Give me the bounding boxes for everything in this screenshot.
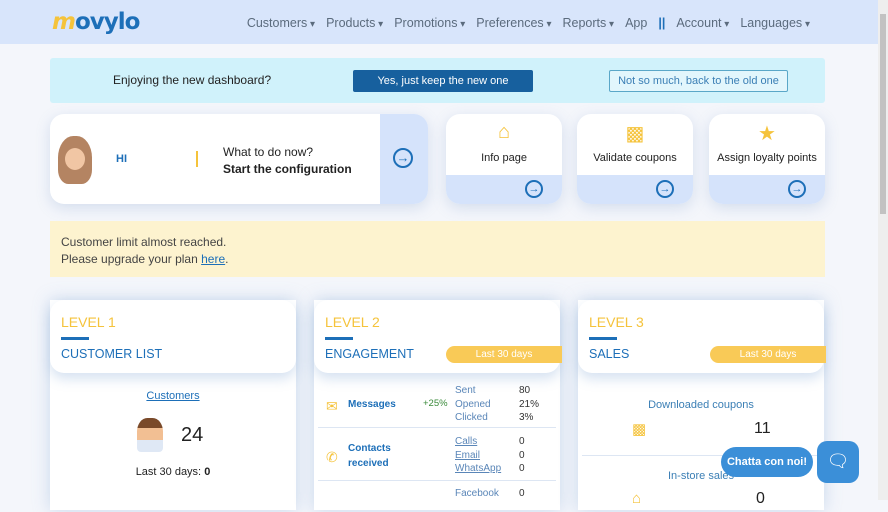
nav-separator: || [658, 16, 666, 30]
ticket-icon: ▩ [625, 123, 645, 145]
level-label: LEVEL 2 [325, 314, 380, 330]
stat-key: Clicked [455, 412, 488, 423]
level-title: SALES [589, 347, 630, 361]
ticket-icon: ▩ [632, 421, 647, 438]
plan-limit-warning: Customer limit almost reached. Please up… [50, 221, 825, 277]
configuration-card[interactable]: HI What to do now? Start the configurati… [50, 114, 428, 204]
phone-icon: ✆ [326, 449, 338, 465]
nav-account[interactable]: Account [676, 16, 729, 30]
nav-customers[interactable]: Customers [247, 16, 315, 30]
scrollbar[interactable] [878, 0, 888, 500]
warning-text: Please upgrade your plan [61, 252, 202, 266]
stat-value: 0 [519, 436, 525, 447]
divider [196, 151, 198, 167]
back-to-old-dashboard-button[interactable]: Not so much, back to the old one [609, 70, 788, 92]
level2-column: LEVEL 2 ENGAGEMENT Last 30 days ✉ Messages… [314, 300, 562, 512]
calls-link[interactable]: Calls [455, 436, 478, 447]
downloaded-coupons-label: Downloaded coupons [648, 399, 754, 411]
stat-value: 21% [519, 398, 540, 410]
assign-loyalty-points-card[interactable]: ★ Assign loyalty points → [709, 114, 825, 204]
stat-value: 0 [519, 449, 525, 461]
customer-avatar-icon [137, 418, 163, 452]
contacts-label: Contacts [348, 443, 391, 454]
stat-value: 0 [519, 463, 525, 474]
validate-coupons-card[interactable]: ▩ Validate coupons → [577, 114, 693, 204]
arrow-right-icon[interactable]: → [788, 180, 806, 198]
chat-bubble-icon: 🗨 [826, 451, 850, 471]
in-store-sales-label: In-store sales [667, 470, 735, 482]
start-configuration-button[interactable]: → [380, 114, 428, 204]
store-icon: ⌂ [632, 490, 642, 507]
feedback-question: Enjoying the new dashboard? [113, 73, 272, 87]
level-title: ENGAGEMENT [325, 347, 414, 361]
contacts-row: ✆ Contacts received Calls 0 Email 0 WhatsA… [318, 429, 556, 481]
main-nav: Customers Products Promotions Preference… [247, 16, 810, 30]
arrow-right-icon[interactable]: → [525, 180, 543, 198]
warning-text: Customer limit almost reached. [61, 235, 227, 249]
stat-value: 3% [519, 412, 534, 423]
nav-reports[interactable]: Reports [562, 16, 614, 30]
downloaded-coupons-value: 11 [754, 420, 771, 437]
chat-button[interactable]: 🗨 [817, 441, 859, 483]
feedback-banner: Enjoying the new dashboard? Yes, just ke… [50, 58, 825, 103]
stat-key: Facebook [455, 488, 499, 499]
arrow-right-icon[interactable]: → [656, 180, 674, 198]
what-to-do: What to do now? [223, 145, 314, 159]
envelope-icon: ✉ [326, 398, 338, 414]
in-store-sales-value: 0 [756, 490, 765, 507]
level-title: CUSTOMER LIST [61, 347, 163, 361]
upgrade-link[interactable]: here [201, 252, 226, 266]
store-icon: ⌂ [497, 121, 511, 143]
messages-row: ✉ Messages +25% Sent 80 Opened 21% Clicked… [318, 382, 556, 428]
arrow-right-icon: → [393, 148, 413, 168]
contacts-label: received [348, 458, 389, 469]
info-page-card[interactable]: ⌂ Info page → [446, 114, 562, 204]
top-navbar: movylo Customers Products Promotions Pre… [0, 0, 878, 44]
start-configuration: Start the configuration [223, 162, 352, 176]
email-link[interactable]: Email [455, 449, 481, 461]
stat-key: Opened [455, 398, 491, 410]
nav-preferences[interactable]: Preferences [476, 16, 551, 30]
level-label: LEVEL 3 [589, 314, 644, 330]
customers-link[interactable]: Customers [146, 390, 200, 402]
customer-count: 24 [181, 424, 204, 446]
shortcut-label: Info page [481, 152, 527, 164]
level1-column: LEVEL 1 CUSTOMER LIST Customers 24 Last 3… [50, 300, 296, 510]
keep-new-dashboard-button[interactable]: Yes, just keep the new one [353, 70, 533, 92]
nav-promotions[interactable]: Promotions [394, 16, 465, 30]
messages-delta: +25% [423, 398, 448, 409]
scrollbar-thumb[interactable] [880, 14, 886, 214]
star-icon: ★ [758, 123, 776, 145]
nav-languages[interactable]: Languages [740, 16, 810, 30]
last-30-days-value: 0 [204, 466, 211, 478]
social-row: Facebook 0 [318, 482, 556, 512]
period-badge: Last 30 days [710, 346, 826, 363]
period-badge: Last 30 days [446, 346, 562, 363]
avatar [58, 136, 92, 184]
greeting: HI [116, 153, 127, 165]
warning-period: . [225, 252, 229, 266]
nav-app[interactable]: App [625, 16, 648, 30]
shortcut-label: Assign loyalty points [717, 152, 817, 164]
logo[interactable]: movylo [52, 9, 140, 35]
level3-column: LEVEL 3 SALES Last 30 days Downloaded coup… [578, 300, 826, 510]
shortcut-label: Validate coupons [593, 152, 677, 164]
stat-key: Sent [455, 385, 476, 396]
nav-products[interactable]: Products [326, 16, 383, 30]
last-30-days-label: Last 30 days: [135, 466, 202, 478]
chat-tooltip[interactable]: Chatta con noi! [721, 447, 813, 477]
whatsapp-link[interactable]: WhatsApp [455, 463, 502, 474]
level-label: LEVEL 1 [61, 314, 116, 330]
stat-value: 80 [519, 385, 531, 396]
messages-label: Messages [348, 399, 396, 410]
stat-value: 0 [519, 488, 525, 499]
